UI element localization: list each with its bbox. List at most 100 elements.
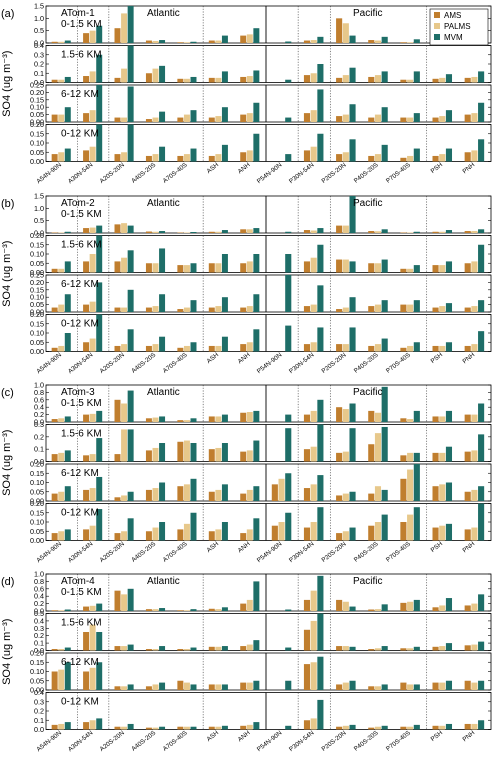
bar-palms [439, 682, 446, 690]
y-tick-label: 0.3 [34, 50, 44, 59]
bar-palms [121, 344, 128, 352]
region-tick-label: ASH [206, 729, 221, 743]
bar-ams [368, 444, 375, 462]
subplot: 0.000.050.100.150.20 1.5-6 KM [30, 231, 492, 277]
bar-ams [177, 649, 184, 651]
bar-ams [83, 261, 90, 273]
y-tick-label: 0.10 [30, 478, 44, 487]
subplot-frame [45, 424, 492, 462]
bar-palms [58, 304, 65, 312]
layer-label: 0-12 KM [61, 508, 99, 519]
bar-palms [183, 523, 190, 541]
bar-mvm [221, 254, 228, 273]
bar-ams [177, 347, 184, 352]
bar-mvm [127, 429, 134, 462]
subplot-frame [45, 463, 492, 502]
bar-mvm [381, 300, 388, 312]
bar-ams [400, 682, 407, 690]
bar-ams [51, 610, 58, 611]
bar-mvm [253, 254, 260, 273]
region-tick-label: P20S-20N [320, 729, 348, 753]
bar-ams [432, 231, 439, 233]
bar-palms [58, 491, 65, 501]
bar-palms [342, 344, 349, 352]
bar-mvm [190, 443, 197, 462]
y-tick-label: 0.00 [30, 536, 44, 545]
bar-ams [208, 117, 215, 122]
bar-palms [58, 669, 65, 690]
legend-swatch [434, 34, 440, 40]
bar-mvm [127, 518, 134, 541]
bar-ams [240, 35, 247, 43]
bar-ams [303, 230, 311, 233]
y-tick-label: 0.5 [34, 216, 44, 225]
bar-mvm [349, 104, 356, 122]
bar-palms [246, 489, 253, 501]
bar-ams [400, 42, 407, 43]
bar-mvm [221, 107, 228, 122]
bar-mvm [445, 303, 453, 312]
bar-ams [303, 599, 311, 611]
bar-ams [336, 452, 343, 462]
bar-mvm [285, 725, 292, 730]
bar-ams [208, 416, 215, 422]
layer-label: 0-12 KM [61, 697, 99, 708]
bar-ams [51, 41, 58, 43]
bar-mvm [64, 107, 71, 122]
bar-mvm [253, 102, 260, 122]
bar-palms [439, 605, 446, 611]
bar-palms [246, 412, 253, 422]
bar-ams [368, 410, 375, 422]
bar-palms [246, 682, 253, 690]
bar-mvm [317, 613, 324, 651]
bar-ams [208, 608, 215, 611]
bar-mvm [349, 297, 356, 312]
bar-mvm [96, 54, 103, 83]
bar-palms [310, 410, 317, 422]
bar-palms [342, 451, 349, 462]
region-tick-label: P70S-40S [385, 730, 412, 753]
y-tick-label: 0.0 [34, 78, 44, 87]
bar-palms [183, 154, 190, 162]
bar-ams [464, 645, 471, 651]
bar-ams [432, 416, 439, 422]
bar-ams [51, 268, 58, 273]
bar-mvm [349, 139, 356, 162]
bar-ams [303, 527, 311, 541]
bar-mvm [285, 79, 292, 83]
bar-ams [271, 484, 278, 501]
bar-palms [246, 76, 253, 83]
bar-palms [246, 450, 253, 462]
bar-mvm [381, 338, 388, 352]
bar-mvm [413, 39, 420, 43]
bar-mvm [413, 464, 420, 501]
bar-mvm [478, 229, 485, 233]
bar-palms [152, 117, 159, 122]
bar-mvm [159, 40, 166, 43]
bar-mvm [317, 399, 324, 422]
y-tick-label: 0.05 [30, 259, 44, 268]
bar-mvm [317, 424, 324, 462]
bar-ams [114, 497, 121, 501]
y-tick-label: 0.4 [34, 688, 44, 697]
bar-ams [177, 155, 184, 162]
bar-ams [83, 342, 90, 352]
bar-mvm [253, 680, 260, 690]
y-tick-label: 0.0 [34, 229, 44, 238]
bar-ams [51, 454, 58, 462]
bar-ams [83, 113, 90, 122]
bar-ams [464, 77, 471, 83]
y-tick-label: 0.05 [30, 487, 44, 496]
bar-palms [58, 452, 65, 462]
region-tick-label: P70S-40S [385, 541, 412, 564]
bar-ams [177, 117, 184, 122]
pacific-label: Pacific [353, 198, 382, 209]
bar-ams [368, 727, 375, 730]
bar-mvm [96, 632, 103, 651]
y-tick-label: 1.0 [34, 570, 44, 579]
bar-mvm [317, 699, 324, 730]
bar-mvm [96, 603, 103, 611]
